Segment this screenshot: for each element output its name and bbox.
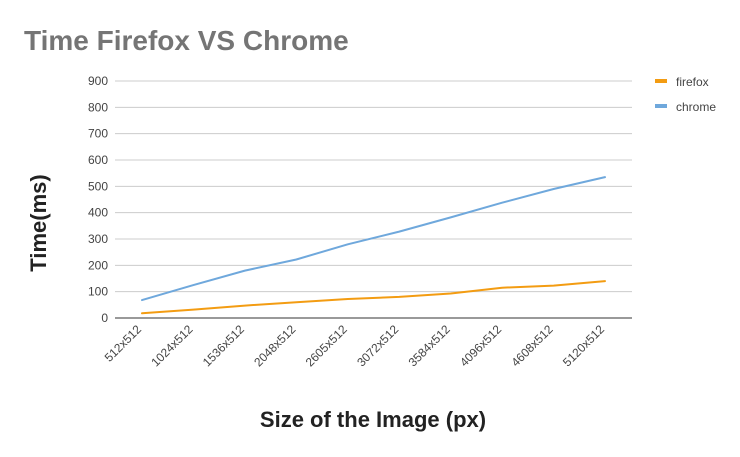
legend-label-chrome: chrome xyxy=(676,100,716,114)
x-axis-ticks: 512x512 1024x512 1536x512 2048x512 2605x512 3… xyxy=(102,322,608,369)
chart-title: Time Firefox VS Chrome xyxy=(24,25,349,56)
y-tick-label: 600 xyxy=(88,153,108,167)
series-line-chrome xyxy=(141,176,606,302)
x-tick-label: 5120x512 xyxy=(560,322,607,369)
x-tick-label: 3072x512 xyxy=(354,322,401,369)
legend-swatch-chrome xyxy=(655,104,667,108)
x-tick-label: 1536x512 xyxy=(200,322,247,369)
y-axis-ticks: 0 100 200 300 400 500 600 700 800 900 xyxy=(88,74,108,325)
x-tick-label: 2048x512 xyxy=(251,322,298,369)
x-tick-label: 4096x512 xyxy=(457,322,504,369)
y-tick-label: 300 xyxy=(88,232,108,246)
series-line-firefox xyxy=(141,280,606,315)
x-axis-title: Size of the Image (px) xyxy=(260,407,486,432)
legend: firefox chrome xyxy=(655,75,716,114)
y-tick-label: 700 xyxy=(88,127,108,141)
legend-swatch-firefox xyxy=(655,79,667,83)
y-tick-label: 500 xyxy=(88,179,108,193)
y-tick-label: 900 xyxy=(88,74,108,88)
y-axis-title: Time(ms) xyxy=(26,174,51,271)
y-tick-label: 100 xyxy=(88,285,108,299)
y-tick-label: 400 xyxy=(88,206,108,220)
x-tick-label: 512x512 xyxy=(102,322,145,365)
x-tick-label: 3584x512 xyxy=(406,322,453,369)
gridlines xyxy=(115,80,632,293)
y-tick-label: 800 xyxy=(88,100,108,114)
x-tick-label: 2605x512 xyxy=(303,322,350,369)
y-tick-label: 0 xyxy=(101,311,108,325)
x-tick-label: 1024x512 xyxy=(148,322,195,369)
series-lines xyxy=(141,176,606,315)
x-tick-label: 4608x512 xyxy=(508,322,555,369)
y-tick-label: 200 xyxy=(88,258,108,272)
legend-label-firefox: firefox xyxy=(676,75,709,89)
